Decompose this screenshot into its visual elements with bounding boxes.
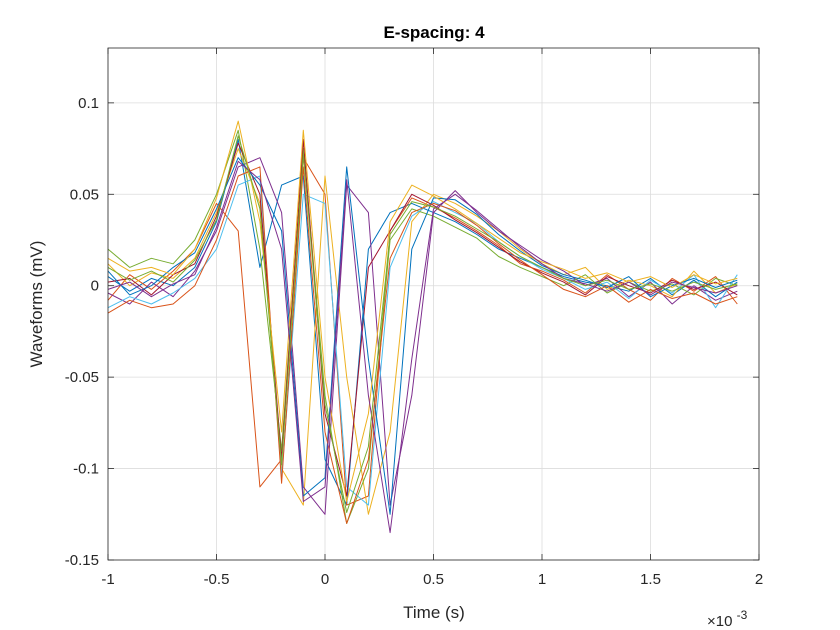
waveform-line bbox=[107, 120, 738, 502]
waveform-line bbox=[107, 157, 738, 506]
waveform-line bbox=[107, 157, 738, 515]
y-tick-label: -0.05 bbox=[65, 369, 99, 386]
x-axis-exponent: ×10 -3 bbox=[707, 608, 748, 630]
waveform-line bbox=[107, 175, 738, 506]
x-tick-label: 0.5 bbox=[423, 571, 444, 588]
x-tick-label: 2 bbox=[755, 571, 763, 588]
x-axis-label: Time (s) bbox=[403, 603, 465, 622]
waveform-line bbox=[107, 138, 738, 497]
waveform-series bbox=[107, 120, 738, 534]
y-tick-label: 0.1 bbox=[78, 95, 99, 112]
x-tick-label: 0 bbox=[321, 571, 329, 588]
axis-ticks: -1 -0.5 0 0.5 1 1.5 2 -0.15 -0.1 -0.05 0 0.05 0.1 bbox=[65, 48, 763, 588]
y-tick-label: -0.15 bbox=[65, 552, 99, 569]
y-tick-label: 0 bbox=[91, 278, 99, 295]
waveform-line bbox=[107, 135, 738, 513]
y-tick-label: 0.05 bbox=[70, 186, 99, 203]
waveform-line bbox=[107, 166, 738, 524]
waveform-line bbox=[107, 160, 738, 534]
x-tick-label: -0.5 bbox=[204, 571, 230, 588]
waveform-line bbox=[107, 129, 738, 524]
x-axis-exponent-base: ×10 bbox=[707, 613, 732, 630]
y-axis-label: Waveforms (mV) bbox=[27, 241, 46, 368]
x-tick-label: 1 bbox=[538, 571, 546, 588]
x-tick-label: 1.5 bbox=[640, 571, 661, 588]
x-axis-exponent-power: -3 bbox=[737, 608, 748, 622]
waveform-line bbox=[107, 157, 738, 515]
y-tick-label: -0.1 bbox=[73, 461, 99, 478]
chart-title: E-spacing: 4 bbox=[383, 23, 485, 42]
x-tick-label: -1 bbox=[101, 571, 114, 588]
